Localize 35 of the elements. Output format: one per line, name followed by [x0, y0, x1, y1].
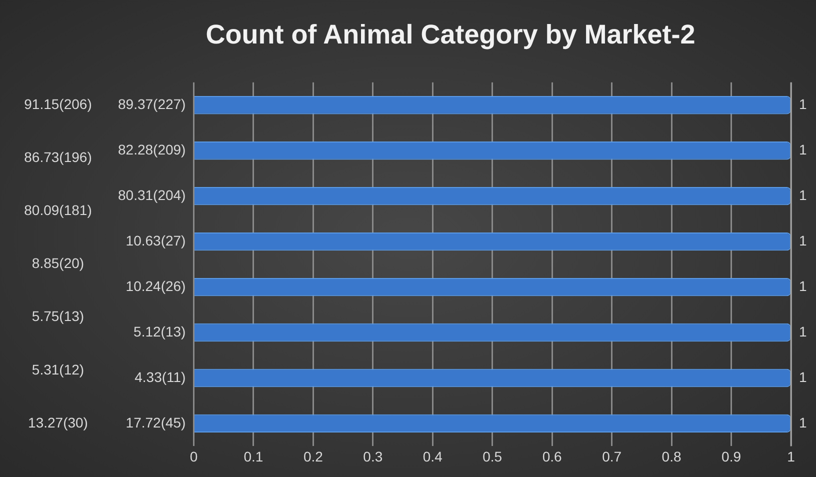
x-tick-label: 0.9: [722, 448, 742, 464]
x-tick-label: 0.7: [602, 448, 622, 464]
y-tick-label: 17.72(45): [126, 414, 186, 430]
x-tick-label: 0.2: [303, 448, 324, 464]
x-tick-label: 0.4: [422, 448, 443, 464]
y-tick-label: 4.33(11): [134, 368, 186, 385]
data-label: 1: [799, 278, 807, 294]
y-tick-label: 89.37(227): [118, 96, 186, 112]
y-tick-label: 80.31(204): [118, 186, 186, 203]
text: 5.31(12): [32, 361, 84, 378]
x-tick-label: 0: [190, 448, 198, 464]
data-label: 1: [799, 323, 807, 340]
text: 80.09(181): [24, 202, 92, 218]
data-label: 1: [799, 96, 807, 112]
x-tick-label: 0.8: [662, 448, 682, 464]
x-tick-label: 0.3: [363, 448, 383, 464]
data-label: 1: [799, 141, 807, 158]
y-tick-label: 82.28(209): [118, 141, 186, 158]
text: 91.15(206): [24, 96, 92, 112]
text: 5.75(13): [32, 308, 84, 324]
data-label: 1: [799, 186, 807, 203]
y-tick-label: 10.24(26): [126, 278, 186, 294]
data-label: 1: [799, 368, 807, 385]
x-tick-label: 1: [787, 448, 796, 464]
text: 13.27(30): [28, 414, 88, 430]
data-label: 1: [799, 414, 807, 430]
chart-title: Count of Animal Category by Market-2: [206, 20, 696, 50]
x-tick-label: 0.1: [244, 448, 264, 464]
x-tick-label: 0.6: [542, 448, 562, 464]
y-tick-label: 10.63(27): [126, 232, 186, 248]
y-tick-label: 5.12(13): [134, 323, 186, 340]
text: 86.73(196): [24, 149, 92, 166]
text: 8.85(20): [32, 255, 84, 272]
x-tick-label: 0.5: [482, 448, 502, 464]
data-label: 1: [799, 232, 807, 248]
